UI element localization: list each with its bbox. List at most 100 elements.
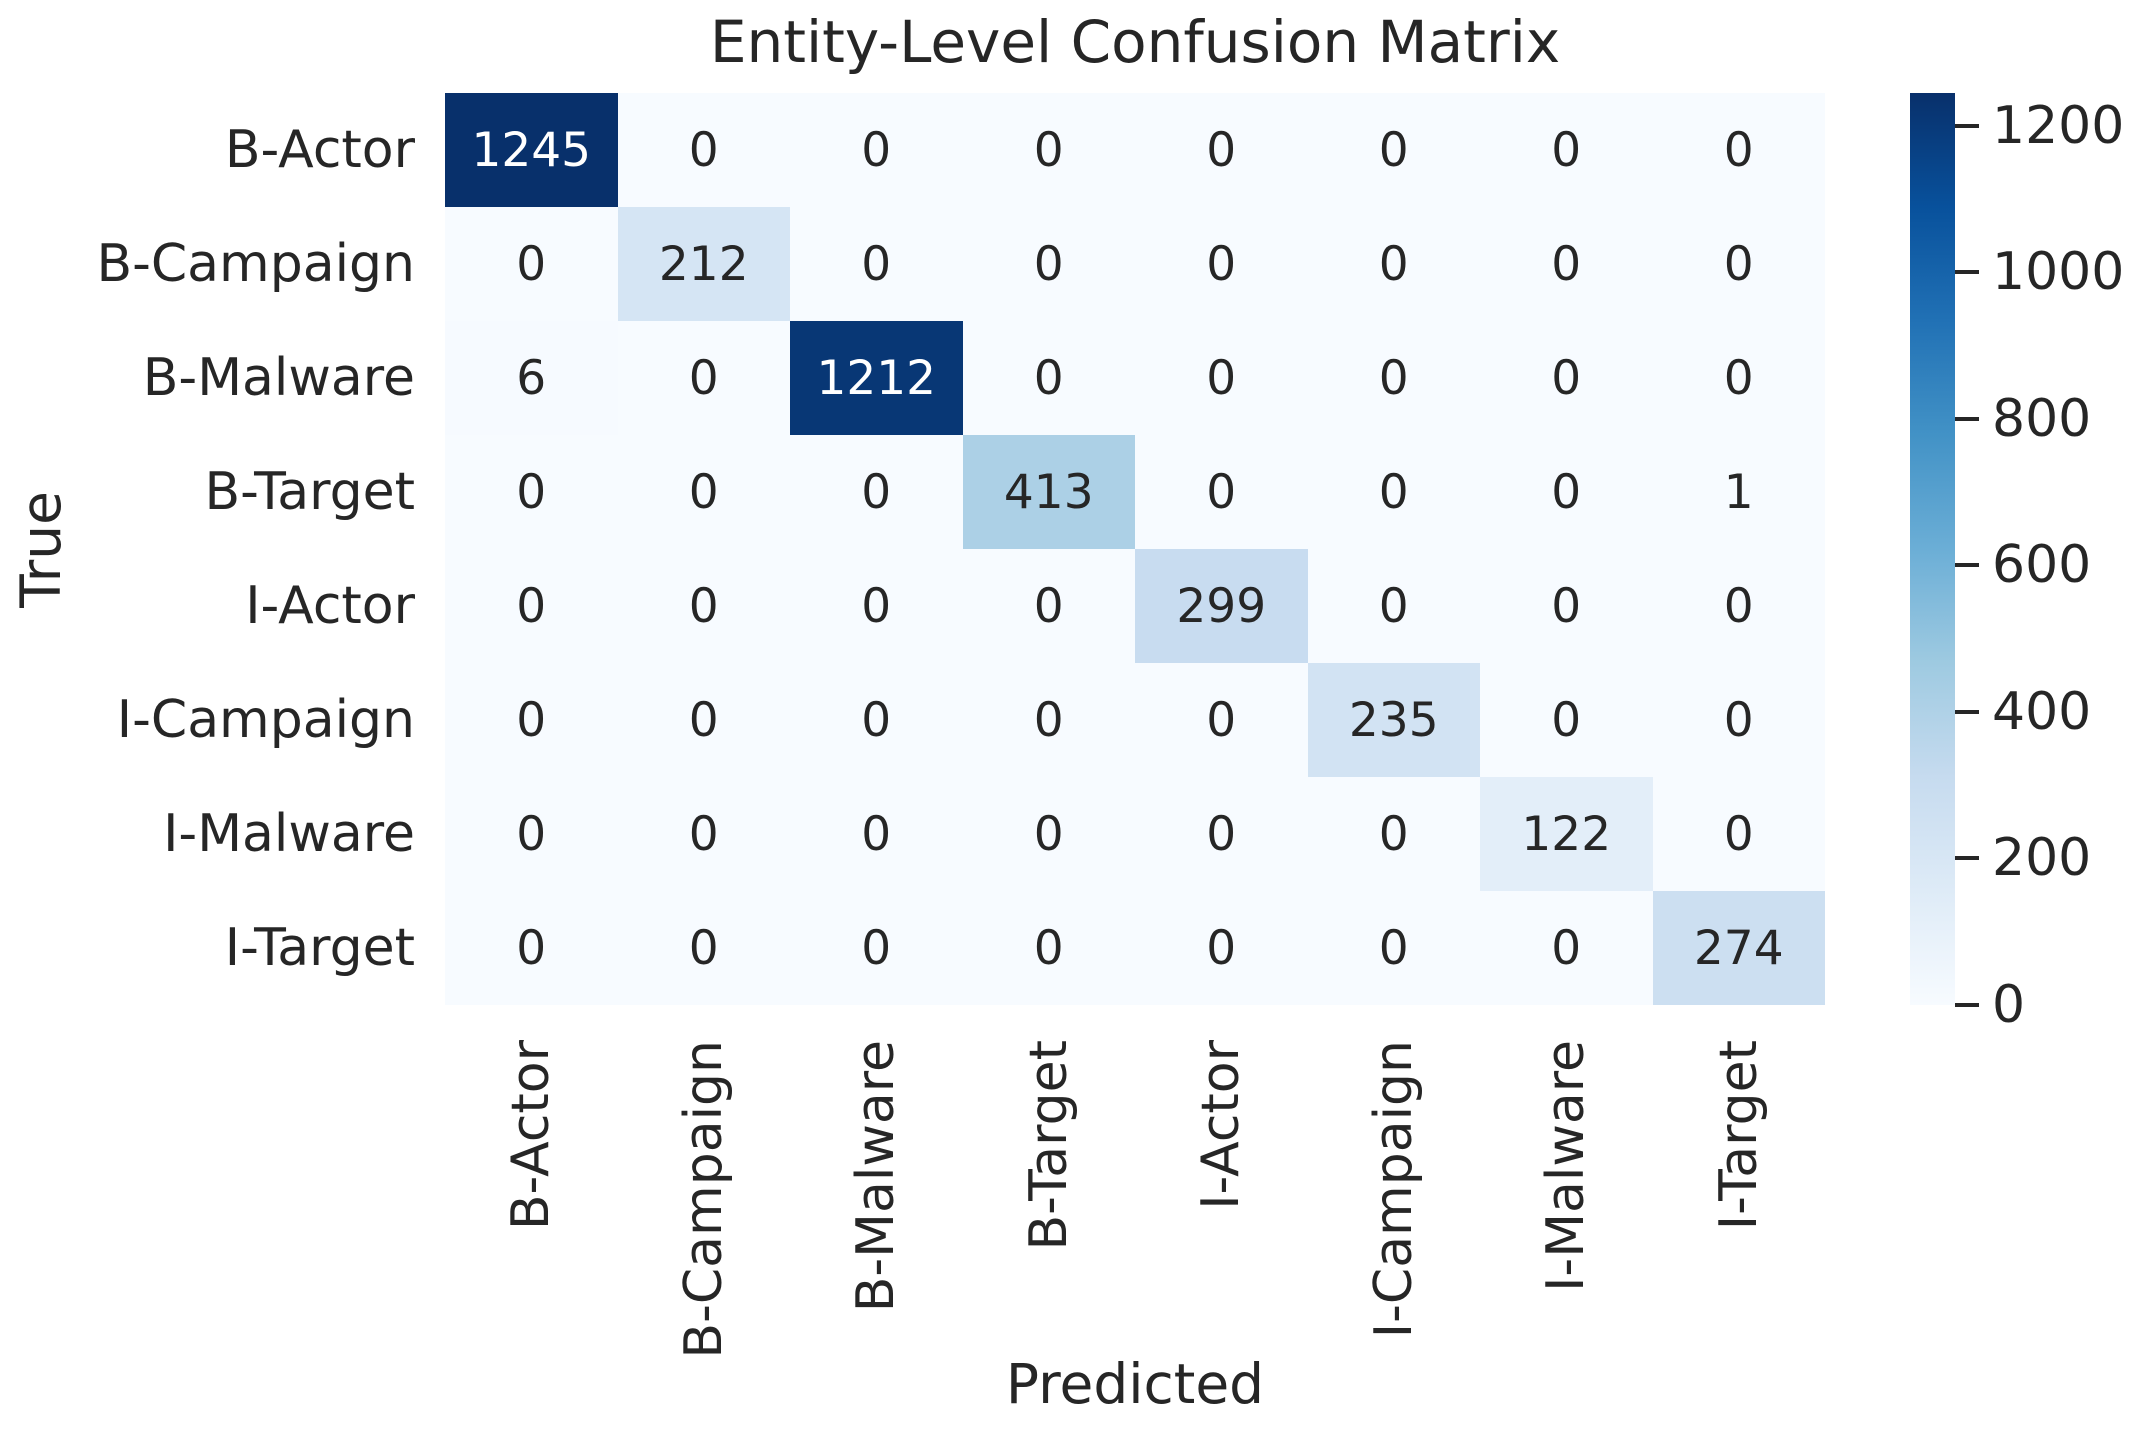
heatmap-cell: 274 xyxy=(1652,891,1825,1005)
heatmap-cell: 0 xyxy=(617,435,790,549)
colorbar-tick xyxy=(1955,270,1979,275)
heatmap-cell: 0 xyxy=(1307,891,1480,1005)
x-tick-label: B-Target xyxy=(963,1040,1136,1345)
heatmap-cell: 0 xyxy=(962,207,1135,321)
x-tick-label-text: B-Target xyxy=(1018,1040,1079,1251)
heatmap-cell: 0 xyxy=(790,207,963,321)
heatmap-cell: 0 xyxy=(790,777,963,891)
heatmap-cell: 0 xyxy=(1135,207,1308,321)
heatmap-cell: 0 xyxy=(962,891,1135,1005)
heatmap-cell: 0 xyxy=(1480,321,1653,435)
heatmap-cell: 0 xyxy=(962,663,1135,777)
heatmap-cell: 0 xyxy=(1307,207,1480,321)
heatmap-cell: 0 xyxy=(1307,93,1480,207)
heatmap-cell: 0 xyxy=(790,435,963,549)
y-tick-label: I-Campaign xyxy=(116,690,415,750)
colorbar-tick xyxy=(1955,563,1979,568)
x-axis-label: Predicted xyxy=(1005,1352,1265,1416)
x-tick-label: B-Malware xyxy=(790,1040,963,1345)
heatmap-cell: 0 xyxy=(445,549,618,663)
heatmap-cell: 0 xyxy=(617,891,790,1005)
heatmap-cell: 413 xyxy=(962,435,1135,549)
heatmap-cell: 0 xyxy=(1135,93,1308,207)
heatmap-cell: 0 xyxy=(1135,891,1308,1005)
heatmap-cell: 0 xyxy=(617,663,790,777)
heatmap-cell: 0 xyxy=(1480,663,1653,777)
colorbar-tick-label: 0 xyxy=(1992,975,2026,1035)
y-tick-label: I-Actor xyxy=(245,576,415,636)
heatmap-cell: 0 xyxy=(790,663,963,777)
heatmap-cell: 0 xyxy=(1652,93,1825,207)
heatmap-cell: 0 xyxy=(1307,435,1480,549)
heatmap-cell: 299 xyxy=(1135,549,1308,663)
y-tick-label: B-Actor xyxy=(224,120,415,180)
heatmap-cell: 0 xyxy=(445,435,618,549)
heatmap-grid: 1245 0 0 0 0 0 0 0 0 212 0 0 0 0 0 0 6 0 1212 0 0 0 0 0 0 0 0 413 0 0… xyxy=(445,93,1825,1005)
colorbar-tick xyxy=(1955,1003,1979,1007)
heatmap-cell: 0 xyxy=(790,93,963,207)
heatmap-cell: 0 xyxy=(790,891,963,1005)
heatmap-cell: 0 xyxy=(617,321,790,435)
x-tick-label: B-Actor xyxy=(445,1040,618,1345)
heatmap-cell: 0 xyxy=(1135,777,1308,891)
x-tick-label-text: I-Target xyxy=(1708,1040,1769,1231)
x-tick-label-text: B-Campaign xyxy=(673,1040,734,1359)
heatmap-cell: 0 xyxy=(445,663,618,777)
heatmap-cell: 0 xyxy=(1480,549,1653,663)
y-tick-label: I-Target xyxy=(224,918,415,978)
heatmap-cell: 0 xyxy=(1652,549,1825,663)
heatmap-cell: 0 xyxy=(445,891,618,1005)
chart-title: Entity-Level Confusion Matrix xyxy=(709,8,1561,76)
colorbar-tick xyxy=(1955,709,1979,714)
colorbar-tick-label: 1000 xyxy=(1992,242,2125,303)
x-tick-label-text: B-Malware xyxy=(846,1040,907,1313)
heatmap-cell: 0 xyxy=(1652,321,1825,435)
heatmap-cell: 0 xyxy=(1135,321,1308,435)
heatmap-cell: 0 xyxy=(1480,93,1653,207)
x-tick-label-text: I-Malware xyxy=(1536,1040,1597,1292)
heatmap-cell: 0 xyxy=(1135,435,1308,549)
heatmap-cell: 0 xyxy=(617,549,790,663)
heatmap-cell: 0 xyxy=(1307,549,1480,663)
colorbar-tick-label: 400 xyxy=(1992,681,2092,742)
heatmap-cell: 0 xyxy=(1652,663,1825,777)
colorbar-tick xyxy=(1955,123,1979,128)
x-tick-label-text: I-Campaign xyxy=(1363,1040,1424,1339)
x-tick-label-text: B-Actor xyxy=(501,1040,562,1231)
heatmap-cell: 1245 xyxy=(445,93,618,207)
x-tick-label: I-Actor xyxy=(1135,1040,1308,1345)
heatmap-cell: 0 xyxy=(1480,207,1653,321)
heatmap-cell: 0 xyxy=(1480,435,1653,549)
heatmap-cell: 0 xyxy=(1307,777,1480,891)
x-tick-label-text: I-Actor xyxy=(1191,1040,1252,1210)
heatmap-cell: 212 xyxy=(617,207,790,321)
heatmap-cell: 0 xyxy=(445,777,618,891)
colorbar-tick-label: 200 xyxy=(1992,828,2092,889)
x-tick-label: I-Campaign xyxy=(1308,1040,1481,1345)
y-tick-label: B-Malware xyxy=(142,348,415,408)
heatmap-cell: 0 xyxy=(445,207,618,321)
heatmap-cell: 0 xyxy=(1480,891,1653,1005)
heatmap-cell: 6 xyxy=(445,321,618,435)
colorbar-tick-label: 600 xyxy=(1992,535,2092,596)
heatmap-cell: 1 xyxy=(1652,435,1825,549)
colorbar xyxy=(1910,93,1955,1005)
x-tick-label: I-Malware xyxy=(1480,1040,1653,1345)
y-tick-label: B-Campaign xyxy=(96,234,415,294)
heatmap-cell: 0 xyxy=(617,93,790,207)
colorbar-tick-label: 1200 xyxy=(1992,95,2125,156)
heatmap-cell: 0 xyxy=(1652,777,1825,891)
x-tick-label: I-Target xyxy=(1653,1040,1826,1345)
colorbar-tick xyxy=(1955,856,1979,861)
colorbar-tick xyxy=(1955,416,1979,421)
heatmap-cell: 0 xyxy=(962,549,1135,663)
heatmap-cell: 1212 xyxy=(790,321,963,435)
heatmap-cell: 0 xyxy=(1135,663,1308,777)
heatmap-cell: 0 xyxy=(617,777,790,891)
x-tick-label: B-Campaign xyxy=(618,1040,791,1359)
colorbar-tick-label: 800 xyxy=(1992,388,2092,449)
heatmap-cell: 235 xyxy=(1307,663,1480,777)
heatmap-cell: 0 xyxy=(1307,321,1480,435)
heatmap-cell: 0 xyxy=(790,549,963,663)
